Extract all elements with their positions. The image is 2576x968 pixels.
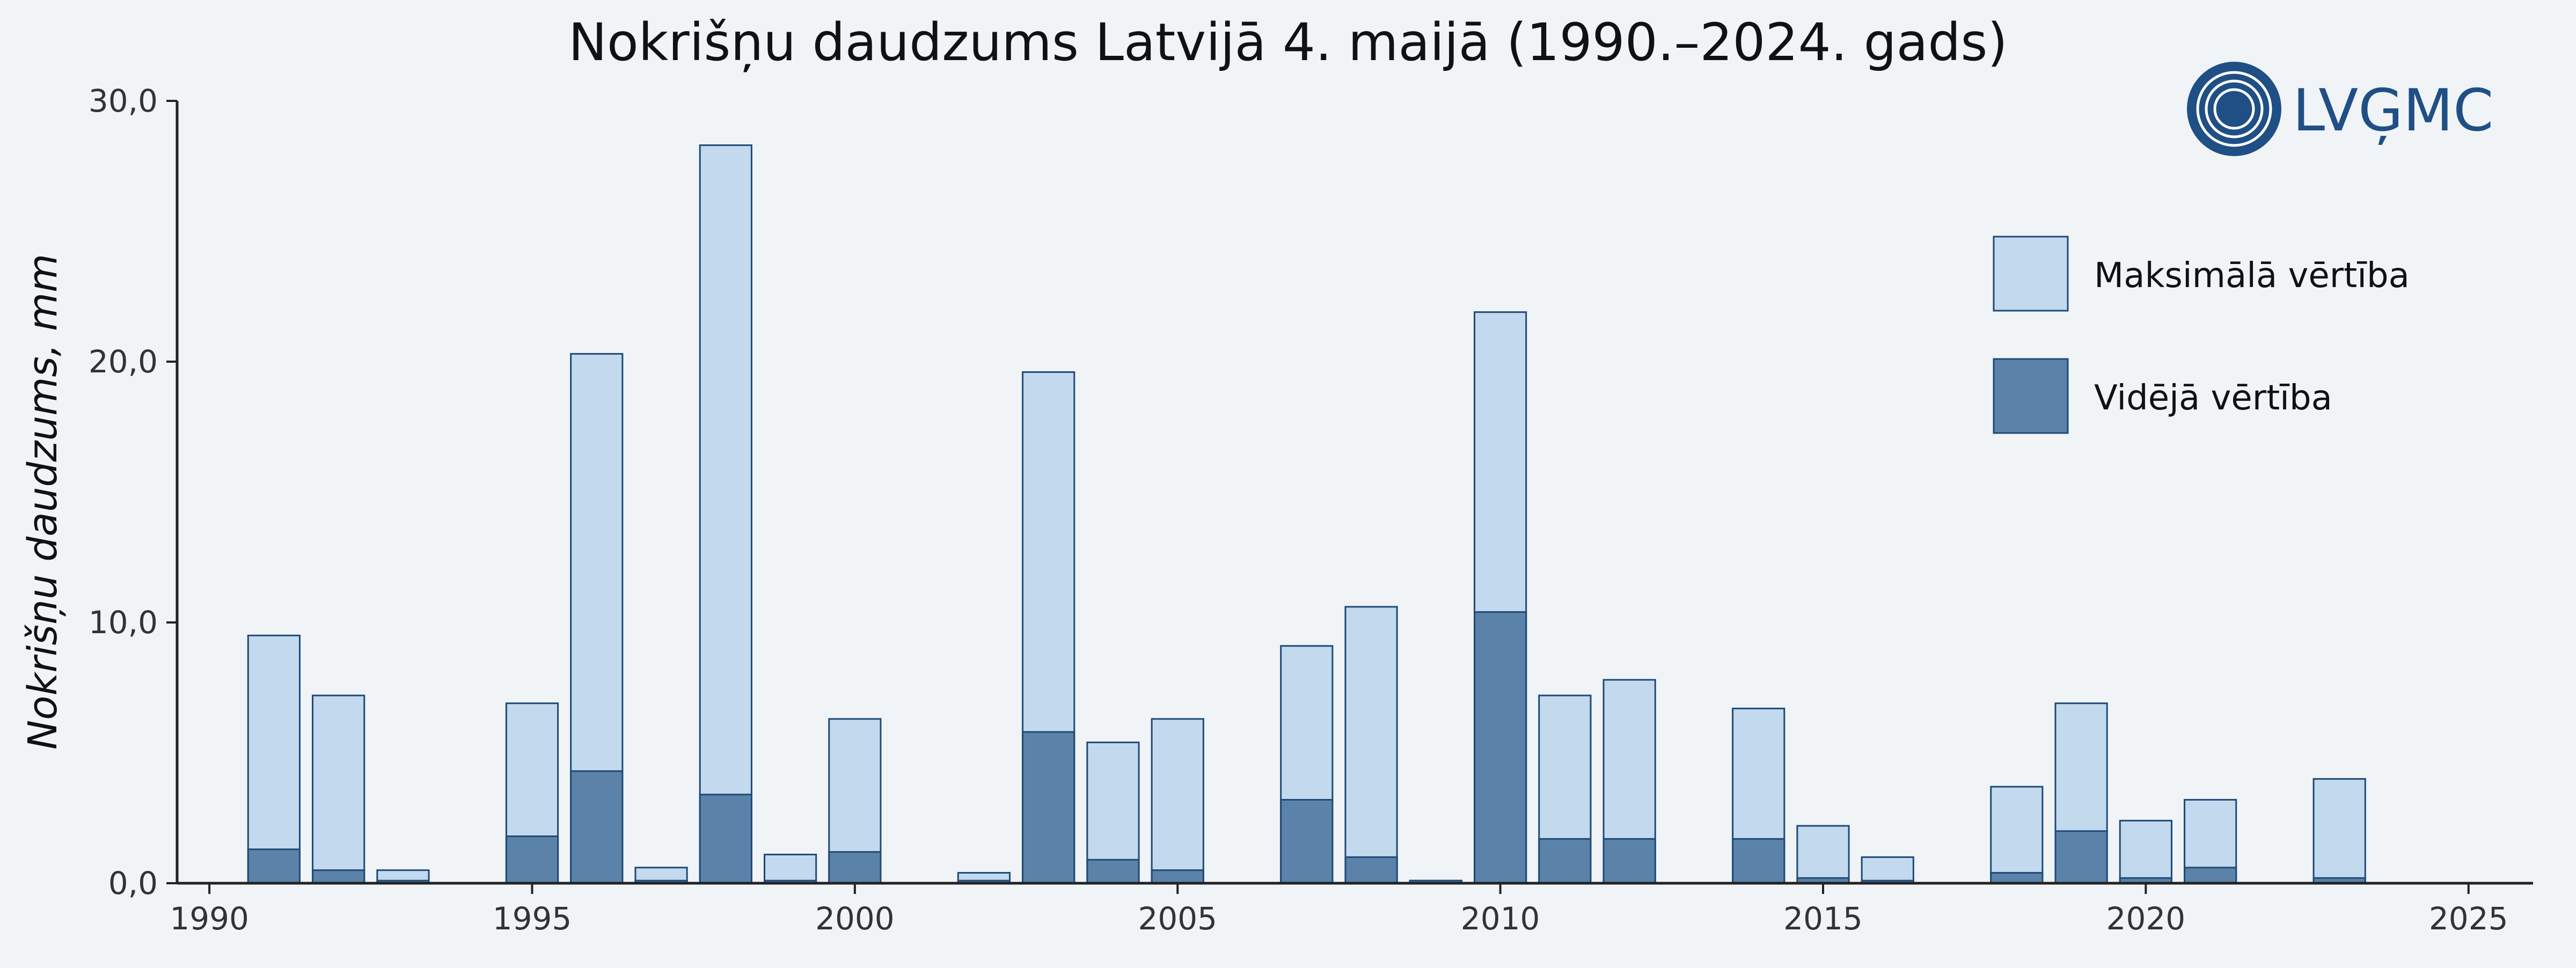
bar-mean-2018 bbox=[1990, 872, 2044, 884]
x-tick-label-2025: 2025 bbox=[2429, 900, 2508, 937]
legend-swatch-max bbox=[1993, 236, 2069, 312]
bar-mean-2004 bbox=[1086, 859, 1140, 884]
lvgmc-logo-text: LVĢMC bbox=[2293, 77, 2493, 145]
bar-mean-2007 bbox=[1280, 798, 1334, 884]
x-tick-label-2005: 2005 bbox=[1138, 900, 1217, 937]
bar-mean-2003 bbox=[1022, 731, 1075, 884]
x-axis-ticks: 1990 1995 2000 2005 2010 2015 2020 2025 bbox=[170, 883, 2508, 937]
bar-mean-2012 bbox=[1602, 838, 1656, 884]
bar-max-2015 bbox=[1796, 825, 1850, 884]
chart-title: Nokrišņu daudzums Latvijā 4. maijā (1990… bbox=[568, 12, 2008, 72]
y-tick-label-2: 20,0 bbox=[89, 343, 158, 380]
y-tick-label-1: 10,0 bbox=[89, 604, 158, 641]
bar-mean-2008 bbox=[1344, 856, 1398, 884]
bar-max-2008 bbox=[1344, 606, 1398, 884]
bar-max-2020 bbox=[2119, 819, 2172, 884]
bar-mean-1996 bbox=[570, 770, 624, 884]
bar-max-2023 bbox=[2312, 778, 2366, 884]
legend-swatch-mean bbox=[1993, 358, 2069, 434]
lvgmc-emblem-icon bbox=[2187, 62, 2281, 156]
bar-mean-2019 bbox=[2054, 830, 2108, 884]
bar-max-1992 bbox=[312, 694, 365, 884]
bar-mean-2010 bbox=[1474, 611, 1527, 884]
x-tick-label-2020: 2020 bbox=[2106, 900, 2186, 937]
bar-max-2005 bbox=[1151, 718, 1204, 884]
bar-max-2018 bbox=[1990, 786, 2044, 884]
bar-mean-1992 bbox=[312, 869, 365, 884]
lvgmc-logo: LVĢMC bbox=[2187, 62, 2493, 156]
bar-mean-2000 bbox=[828, 851, 882, 884]
y-axis-ticks: 0,0 10,0 20,0 30,0 bbox=[89, 83, 177, 901]
legend-label-mean: Vidējā vērtība bbox=[2094, 378, 2332, 418]
bar-mean-1995 bbox=[505, 835, 559, 884]
bar-mean-2005 bbox=[1151, 869, 1204, 884]
bar-max-1998 bbox=[699, 144, 752, 884]
legend-label-max: Maksimālā vērtība bbox=[2094, 256, 2410, 296]
bar-max-1999 bbox=[763, 854, 817, 884]
bar-mean-2021 bbox=[2184, 867, 2237, 884]
x-tick-label-2015: 2015 bbox=[1783, 900, 1863, 937]
legend: Maksimālā vērtība Vidējā vērtība bbox=[1993, 236, 2410, 434]
x-tick-label-2000: 2000 bbox=[815, 900, 895, 937]
y-tick-label-3: 30,0 bbox=[89, 83, 158, 119]
axes bbox=[175, 101, 2533, 885]
bar-mean-2014 bbox=[1732, 838, 1785, 884]
y-tick-label-0: 0,0 bbox=[108, 865, 158, 901]
y-axis-label: Nokrišņu daudzums, mm bbox=[20, 254, 66, 750]
bar-max-1991 bbox=[247, 634, 301, 884]
x-tick-label-1990: 1990 bbox=[170, 900, 249, 937]
x-tick-label-1995: 1995 bbox=[493, 900, 572, 937]
bar-mean-1991 bbox=[247, 848, 301, 884]
bar-mean-2011 bbox=[1538, 838, 1592, 884]
bar-mean-1998 bbox=[699, 794, 752, 884]
x-tick-label-2010: 2010 bbox=[1461, 900, 1540, 937]
bar-max-2016 bbox=[1861, 856, 1914, 884]
